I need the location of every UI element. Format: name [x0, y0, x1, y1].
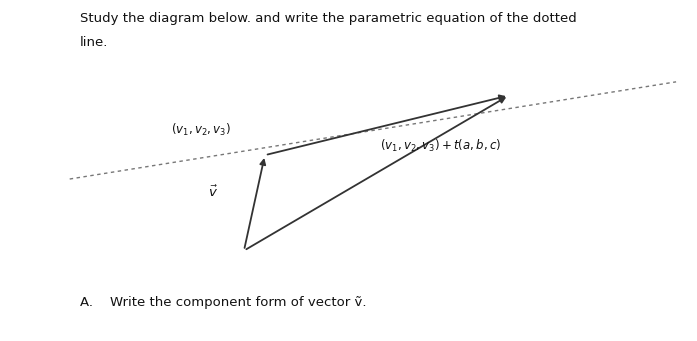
- Text: $\vec{v}$: $\vec{v}$: [208, 185, 217, 201]
- Text: line.: line.: [80, 36, 109, 49]
- Text: A.    Write the component form of vector ṽ.: A. Write the component form of vector ṽ.: [80, 296, 367, 309]
- Text: $(v_1, v_2, v_3)$: $(v_1, v_2, v_3)$: [171, 122, 231, 138]
- Text: Study the diagram below. and write the parametric equation of the dotted: Study the diagram below. and write the p…: [80, 12, 577, 25]
- Text: $(v_1, v_2, v_3) + t(a, b, c)$: $(v_1, v_2, v_3) + t(a, b, c)$: [380, 138, 501, 154]
